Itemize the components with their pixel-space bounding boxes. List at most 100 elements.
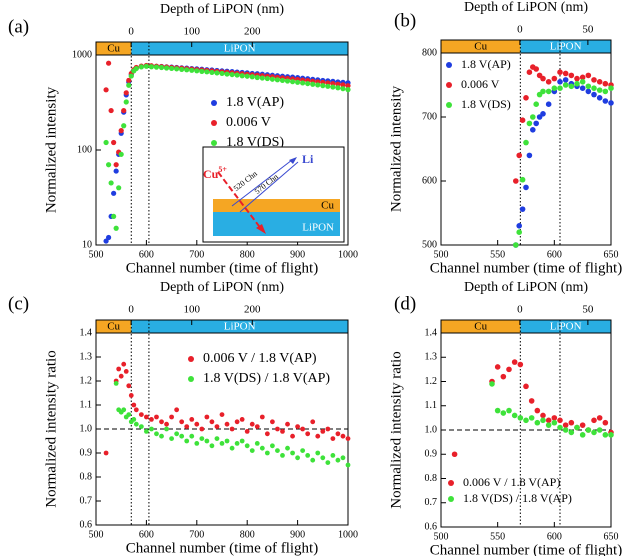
- data-point: [608, 85, 614, 91]
- data-point: [108, 107, 114, 114]
- y-tick-label: 0.9: [425, 449, 438, 460]
- data-point: [204, 438, 210, 444]
- data-point: [511, 359, 518, 365]
- y-tick-label: 100: [77, 144, 92, 155]
- data-point: [551, 419, 558, 426]
- data-point: [596, 415, 603, 421]
- data-point: [345, 83, 351, 89]
- plot-frame: [440, 319, 612, 528]
- y-tick-label: 0.8: [80, 471, 93, 482]
- legend-label: 0.006 V / 1.8 V(AP): [463, 475, 560, 489]
- data-point: [579, 79, 586, 85]
- data-point: [113, 162, 119, 168]
- region-bar: [96, 42, 132, 55]
- data-point: [562, 82, 569, 88]
- panel: (a) Cu LiPON Depth of LiPON (nm) 0 100 200 500 6…: [8, 2, 358, 276]
- x-tick-label: 500: [434, 531, 449, 542]
- x-tick-label: 550: [490, 249, 505, 260]
- data-point: [562, 427, 569, 433]
- legend-label: 1.8 V(DS): [226, 135, 284, 150]
- top-tick-label: 0: [517, 24, 523, 36]
- data-point: [194, 441, 200, 446]
- inset-cu-label: Cu: [321, 200, 334, 212]
- data-point: [234, 419, 240, 425]
- data-point: [219, 70, 225, 77]
- data-point: [224, 438, 230, 444]
- x-tick-label: 700: [189, 529, 204, 540]
- data-point: [131, 417, 137, 422]
- data-point: [290, 433, 295, 439]
- y-tick-label: 0.8: [425, 473, 438, 484]
- data-point: [131, 402, 137, 408]
- data-point: [551, 85, 558, 91]
- data-point: [280, 453, 285, 458]
- data-point: [106, 234, 112, 241]
- data-point: [568, 83, 575, 90]
- data-point: [591, 429, 597, 436]
- data-point: [526, 152, 533, 159]
- data-point: [585, 72, 592, 79]
- data-point: [519, 206, 526, 212]
- data-point: [163, 65, 170, 71]
- data-point: [189, 433, 195, 439]
- y-tick-label: 1.1: [80, 399, 93, 410]
- data-point: [290, 450, 295, 456]
- data-point: [128, 73, 134, 79]
- y-tick-label: 800: [422, 47, 437, 58]
- data-point: [249, 448, 255, 453]
- data-point: [530, 114, 536, 120]
- data-point: [214, 424, 220, 429]
- x-tick-label: 600: [139, 249, 154, 260]
- data-point: [320, 455, 326, 461]
- data-point: [239, 73, 245, 79]
- data-point: [229, 426, 235, 432]
- data-point: [280, 429, 285, 434]
- data-point: [244, 429, 250, 434]
- data-point: [279, 77, 286, 84]
- data-point: [591, 417, 597, 424]
- data-point: [519, 117, 526, 123]
- plot-frame: [95, 319, 349, 526]
- inset-li-path: [231, 159, 293, 207]
- panel-label: (a): [8, 16, 29, 37]
- data-point: [596, 87, 603, 93]
- x-tick-label: 600: [139, 529, 154, 540]
- data-point: [123, 99, 129, 105]
- panel: (b) Cu LiPON Depth of LiPON (nm) 0 50 500 550 60…: [388, 0, 622, 276]
- data-point: [143, 63, 149, 69]
- panel-label: (b): [394, 10, 416, 31]
- x-tick-label: 1000: [338, 249, 358, 260]
- data-point: [574, 75, 580, 82]
- y-tick-label: 1.3: [80, 351, 93, 362]
- data-point: [113, 381, 119, 386]
- data-point: [523, 184, 529, 191]
- top-tick-label: 100: [183, 26, 200, 38]
- data-point: [562, 77, 569, 83]
- data-point: [133, 421, 139, 427]
- data-point: [106, 162, 112, 168]
- data-point: [516, 229, 522, 235]
- data-point: [602, 419, 609, 426]
- legend-marker: [211, 120, 217, 126]
- data-point: [194, 68, 200, 74]
- data-point: [219, 441, 225, 446]
- data-point: [209, 419, 215, 425]
- data-point: [568, 72, 575, 79]
- y-axis-label: Normalized intensity: [388, 85, 404, 212]
- data-point: [270, 443, 275, 449]
- data-point: [320, 429, 326, 434]
- data-point: [523, 139, 529, 146]
- data-point: [530, 127, 536, 133]
- y-tick-label: 1.2: [425, 376, 438, 387]
- top-axis-label: Depth of LiPON (nm): [160, 280, 284, 295]
- panel-label: (c): [8, 293, 29, 314]
- top-tick-label: 100: [183, 304, 200, 316]
- data-point: [123, 90, 129, 96]
- data-point: [128, 393, 134, 398]
- data-point: [340, 82, 346, 88]
- data-point: [118, 373, 124, 379]
- x-tick-label: 550: [490, 531, 505, 542]
- data-point: [214, 70, 220, 76]
- legend-marker: [188, 356, 194, 362]
- data-point: [148, 64, 155, 70]
